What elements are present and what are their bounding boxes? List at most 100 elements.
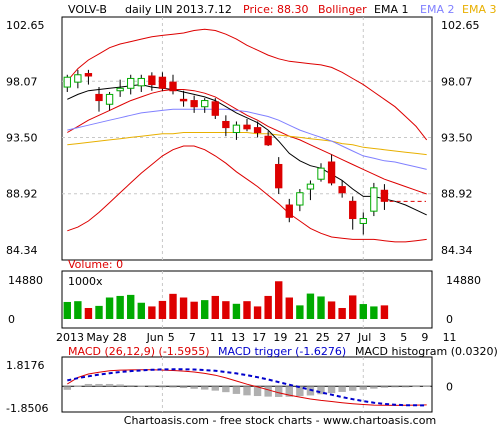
interval-label: daily LIN 2013.7.12 (125, 3, 232, 16)
price-tick-right: 93.50 (441, 131, 473, 144)
price-tick-left: 93.50 (6, 131, 38, 144)
candle-down (148, 75, 156, 86)
footer-credit: Chartoasis.com - free stock charts - www… (124, 414, 436, 427)
candle-down (169, 81, 177, 92)
volume-bar (285, 297, 293, 319)
macd-tick-left: -1.8506 (6, 402, 48, 415)
price-tick-left: 102.65 (6, 19, 45, 32)
macd-histogram-bar (380, 386, 389, 388)
macd-histogram-bar (201, 386, 209, 390)
volume-bar (158, 300, 167, 319)
macd-histogram-bar (179, 386, 188, 389)
macd-histogram-bar (338, 386, 346, 392)
candle-up (232, 124, 241, 134)
candle-up (127, 77, 135, 89)
date-tick: 11 (210, 331, 224, 344)
volume-bar (179, 297, 188, 319)
volume-bar (190, 301, 198, 319)
macd-histogram-bar (74, 385, 82, 387)
macd-histogram-bar (211, 386, 219, 391)
volume-bar (148, 306, 156, 319)
candle-up (370, 187, 378, 212)
macd-histogram-bar (63, 386, 71, 390)
macd-histogram-bar (232, 386, 241, 394)
volume-bar (243, 301, 251, 319)
macd-histogram-bar (253, 386, 262, 397)
date-tick: 13 (231, 331, 245, 344)
date-tick: 5 (400, 331, 407, 344)
ema3-legend: EMA 3 (462, 3, 496, 16)
candle-up (116, 87, 124, 92)
ema3-line (67, 132, 427, 156)
volume-bar (211, 295, 219, 319)
price-tick-left: 84.34 (6, 244, 38, 257)
candle-up (201, 100, 209, 108)
ema2-legend: EMA 2 (420, 3, 454, 16)
candle-up (359, 218, 367, 224)
macd-histogram-bar (370, 386, 378, 389)
bollinger-legend: Bollinger (318, 3, 367, 16)
bollinger-bands (66, 28, 428, 243)
macd-label: MACD (26,12,9) (-1.5955) (68, 345, 210, 358)
candle-up (74, 74, 82, 83)
candle-down (380, 189, 389, 202)
symbol-label: VOLV-B (68, 3, 107, 16)
candle-up (63, 76, 71, 88)
date-tick: 19 (273, 331, 287, 344)
candlesticks (63, 69, 389, 235)
macd-histogram-bar (243, 386, 251, 396)
date-tick: 7 (189, 331, 196, 344)
macd-tick-left: 1.8176 (6, 359, 45, 372)
candle-down (253, 127, 262, 134)
candle-down (327, 161, 336, 184)
date-tick: 28 (113, 331, 127, 344)
macd-trigger-label: MACD trigger (-1.6276) (218, 345, 346, 358)
volume-unit-label: 1000x (68, 275, 103, 288)
volume-bar (380, 305, 389, 319)
volume-bar (105, 297, 114, 319)
candle-down (190, 100, 198, 108)
price-axis-labels: 102.65 102.65 98.07 98.07 93.50 93.50 88.92 88.… (6, 19, 480, 257)
price-tick-right: 98.07 (441, 75, 473, 88)
macd-histogram-bar (105, 383, 114, 387)
volume-bar (95, 305, 103, 319)
macd-trigger-line (67, 368, 427, 407)
volume-bar (370, 306, 378, 319)
macd-histogram-bar (423, 385, 431, 387)
macd-histogram-bar (95, 383, 103, 387)
macd-histogram-bar (401, 386, 410, 388)
volume-bar (222, 301, 230, 319)
macd-histogram-bar (359, 386, 367, 390)
price-tick-right: 102.65 (441, 19, 480, 32)
date-axis-labels: 2013 May 28 Jun 5 7 11 13 17 19 21 25 27 Jul 3 5 9 11 (56, 331, 457, 344)
macd-histogram-bar (327, 386, 336, 394)
candle-down (95, 93, 103, 102)
candle-up (317, 167, 325, 180)
macd-axis-labels: 1.8176 -1.8506 0 (6, 359, 453, 415)
candle-up (105, 93, 114, 105)
volume-bar (74, 301, 82, 319)
macd-histogram-label: MACD histogram (0.0320) (355, 345, 498, 358)
candle-down (211, 101, 219, 116)
date-tick: 25 (316, 331, 330, 344)
macd-histogram-bar (412, 386, 420, 388)
bollinger-upper-line (66, 28, 428, 141)
volume-tick-left: 14880 (8, 274, 43, 287)
macd-tick-right: 0 (446, 380, 453, 393)
volume-bar (296, 305, 304, 319)
volume-bar (253, 306, 262, 319)
date-tick: 3 (379, 331, 386, 344)
price-tick-right: 84.34 (441, 244, 473, 257)
candle-up (137, 77, 145, 87)
date-tick: 5 (168, 331, 175, 344)
macd-plot (62, 368, 432, 407)
ema1-legend: EMA 1 (374, 3, 408, 16)
macd-histogram-bar (349, 386, 357, 391)
price-tick-left: 98.07 (6, 75, 38, 88)
macd-histogram-bar (306, 386, 315, 396)
volume-bar (327, 301, 336, 319)
volume-bar (275, 281, 283, 319)
date-tick: 11 (443, 331, 457, 344)
